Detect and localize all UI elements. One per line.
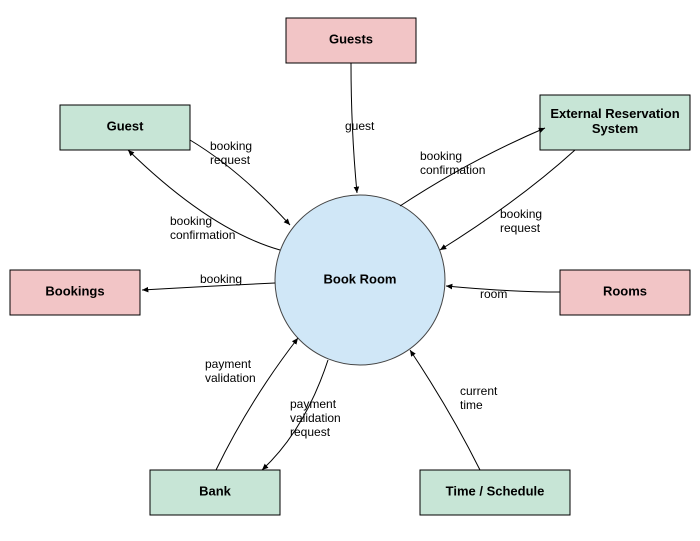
flow-label-e-payval: paymentvalidation	[205, 357, 256, 385]
flow-label-e-room: room	[480, 287, 507, 301]
flow-label-e-booking: booking	[200, 272, 242, 286]
flow-label-e-time: currenttime	[460, 384, 498, 412]
flow-label-e-guest-in: guest	[345, 119, 375, 133]
entity-label-bookings: Bookings	[45, 284, 104, 299]
flow-label-e-bconf-ers: bookingconfirmation	[420, 149, 485, 177]
entity-label-bank: Bank	[199, 484, 232, 499]
entity-label-rooms: Rooms	[603, 284, 647, 299]
flow-label-e-payreq: paymentvalidationrequest	[290, 397, 341, 439]
entity-label-guest: Guest	[107, 119, 145, 134]
flow-label-e-breq-guest: bookingrequest	[210, 139, 252, 167]
flow-label-e-bconf-guest: bookingconfirmation	[170, 214, 235, 242]
entity-label-time: Time / Schedule	[446, 484, 545, 499]
entity-label-guests: Guests	[329, 32, 373, 47]
process-label: Book Room	[324, 271, 397, 286]
flow-label-e-breq-ers: bookingrequest	[500, 207, 542, 235]
